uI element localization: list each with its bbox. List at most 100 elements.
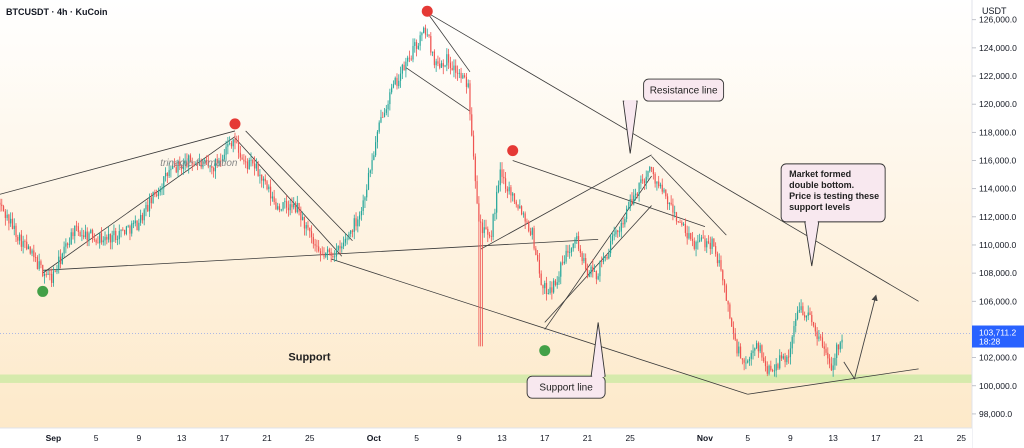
candle-body — [275, 201, 277, 210]
peak-marker — [229, 118, 241, 130]
candle-body — [378, 122, 380, 132]
candle — [252, 159, 254, 167]
candle — [483, 219, 485, 238]
candle-body — [583, 258, 585, 262]
candle — [246, 158, 249, 174]
candle — [593, 264, 596, 272]
candle-body — [713, 238, 715, 247]
candle-body — [184, 160, 186, 164]
candle — [476, 175, 478, 205]
trend-line-flag-upper — [245, 130, 353, 242]
candle-body — [533, 228, 535, 249]
candle-body — [209, 166, 211, 167]
candle — [18, 232, 21, 245]
candle — [585, 253, 587, 271]
candle-body — [382, 117, 384, 118]
candle-body — [467, 83, 469, 87]
candle — [8, 213, 10, 231]
candle — [656, 181, 658, 191]
candle — [188, 154, 190, 174]
candle-body — [291, 204, 293, 208]
candle — [319, 248, 322, 262]
x-tick-label: 13 — [177, 433, 187, 443]
candle-body — [674, 212, 676, 214]
trend-line-post-peak-fall — [651, 156, 727, 236]
candle-body — [218, 160, 220, 164]
candle-body — [1, 204, 3, 207]
candle — [809, 307, 811, 316]
candle — [513, 193, 516, 205]
candle-body — [177, 161, 179, 173]
candle-body — [168, 170, 170, 177]
candle-body — [323, 254, 325, 257]
candle-body — [656, 181, 658, 184]
candle — [442, 59, 444, 75]
candle-body — [531, 228, 533, 235]
x-tick-label: 25 — [305, 433, 315, 443]
candle-body — [15, 225, 17, 237]
candle — [699, 233, 701, 243]
candle-body — [337, 246, 339, 251]
candle — [597, 273, 599, 281]
candle-body — [444, 65, 446, 67]
candle-body — [524, 213, 526, 222]
candle-body — [752, 350, 754, 354]
candle-body — [328, 249, 330, 252]
candle-body — [706, 241, 708, 248]
candle-body — [193, 163, 195, 165]
candle — [156, 189, 158, 198]
candle-body — [6, 214, 8, 218]
candle — [287, 200, 289, 217]
candle — [118, 224, 120, 245]
candle — [161, 183, 163, 196]
candle — [517, 204, 519, 211]
candle-body — [512, 193, 514, 196]
candle — [273, 189, 275, 205]
candle — [148, 193, 151, 217]
candle-body — [111, 235, 113, 243]
candle — [547, 288, 549, 295]
y-axis-panel[interactable] — [972, 0, 1024, 448]
candle-body — [672, 204, 674, 213]
candle — [640, 175, 642, 190]
price-tag-countdown: 18:28 — [979, 337, 1001, 347]
candle — [722, 269, 724, 286]
candle-body — [750, 353, 752, 359]
candle-body — [775, 364, 777, 371]
candle — [405, 57, 407, 78]
x-axis-panel[interactable] — [0, 428, 972, 448]
trend-line-triangle-upper — [0, 130, 236, 195]
candle-body — [164, 172, 167, 177]
candle-body — [125, 226, 127, 235]
candle-body — [763, 357, 765, 362]
candle — [378, 120, 380, 134]
candle — [472, 130, 475, 160]
candle — [51, 268, 53, 288]
candle — [777, 362, 779, 371]
candle — [572, 243, 574, 252]
candle-body — [581, 252, 583, 262]
candle-body — [13, 225, 15, 229]
candle — [601, 256, 603, 268]
candle-body — [789, 348, 792, 358]
candle — [595, 270, 597, 285]
candle — [399, 66, 402, 88]
candle — [293, 197, 295, 210]
candle — [526, 218, 528, 223]
candle-body — [823, 346, 825, 349]
candle — [789, 341, 792, 365]
candle-body — [492, 214, 494, 237]
candle — [334, 250, 336, 262]
candle-body — [683, 223, 685, 225]
candle — [369, 169, 371, 178]
candle — [554, 279, 557, 287]
candle — [371, 153, 373, 174]
candle-body — [770, 365, 772, 371]
candle-body — [723, 280, 726, 286]
candle — [755, 340, 758, 350]
candle — [617, 229, 619, 238]
candle-body — [335, 250, 338, 257]
candle-body — [720, 260, 722, 271]
x-tick-label: Oct — [367, 433, 381, 443]
